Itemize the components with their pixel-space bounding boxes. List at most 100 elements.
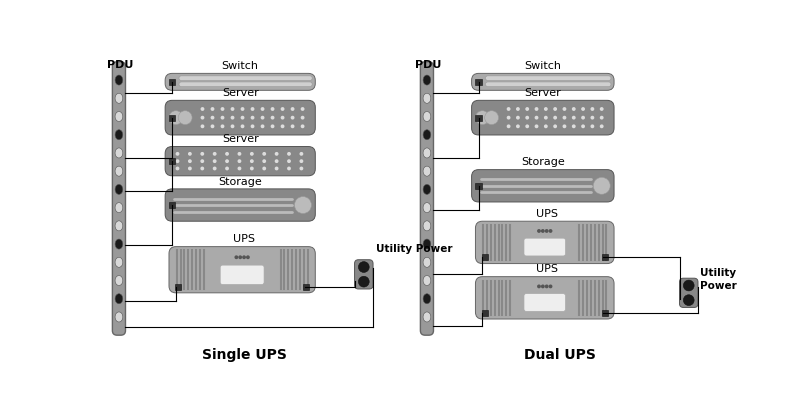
Circle shape <box>261 116 265 119</box>
Circle shape <box>475 111 490 124</box>
Circle shape <box>516 107 520 111</box>
Circle shape <box>301 124 305 128</box>
Circle shape <box>506 107 510 111</box>
Circle shape <box>526 124 529 128</box>
Circle shape <box>358 261 369 272</box>
Circle shape <box>250 107 254 111</box>
Circle shape <box>554 116 557 119</box>
Circle shape <box>526 116 529 119</box>
FancyBboxPatch shape <box>679 278 698 308</box>
Circle shape <box>250 159 254 163</box>
Circle shape <box>281 107 285 111</box>
Circle shape <box>262 159 266 163</box>
Circle shape <box>262 166 266 171</box>
Circle shape <box>238 159 242 163</box>
Circle shape <box>358 276 369 287</box>
Circle shape <box>600 124 604 128</box>
FancyBboxPatch shape <box>472 73 614 91</box>
FancyBboxPatch shape <box>354 260 373 289</box>
Bar <box>169 79 175 85</box>
Circle shape <box>294 197 311 214</box>
Circle shape <box>534 107 538 111</box>
Circle shape <box>506 124 510 128</box>
Circle shape <box>534 116 538 119</box>
Text: Dual UPS: Dual UPS <box>524 348 596 362</box>
Circle shape <box>562 107 566 111</box>
FancyBboxPatch shape <box>486 82 611 87</box>
Bar <box>602 310 608 316</box>
Circle shape <box>175 159 179 163</box>
Circle shape <box>590 116 594 119</box>
Circle shape <box>281 124 285 128</box>
Bar <box>602 254 608 261</box>
Circle shape <box>262 152 266 156</box>
Circle shape <box>225 152 229 156</box>
Circle shape <box>537 285 541 288</box>
Ellipse shape <box>423 294 430 304</box>
Text: Server: Server <box>222 88 258 98</box>
Circle shape <box>201 124 205 128</box>
Ellipse shape <box>423 111 430 122</box>
Ellipse shape <box>423 148 430 158</box>
Circle shape <box>506 116 510 119</box>
Circle shape <box>221 116 225 119</box>
Circle shape <box>290 124 294 128</box>
Circle shape <box>600 116 604 119</box>
Bar <box>475 183 482 189</box>
Circle shape <box>572 124 576 128</box>
Circle shape <box>301 107 305 111</box>
Circle shape <box>230 116 234 119</box>
Text: Storage: Storage <box>521 157 565 167</box>
Circle shape <box>281 116 285 119</box>
Ellipse shape <box>423 166 430 176</box>
Circle shape <box>287 166 291 171</box>
Circle shape <box>210 124 214 128</box>
Ellipse shape <box>423 276 430 285</box>
Circle shape <box>213 152 217 156</box>
FancyBboxPatch shape <box>165 100 315 135</box>
Ellipse shape <box>423 203 430 212</box>
Circle shape <box>594 177 610 194</box>
Circle shape <box>545 285 549 288</box>
Circle shape <box>246 255 250 259</box>
Ellipse shape <box>115 221 122 231</box>
Circle shape <box>299 166 303 171</box>
Text: Switch: Switch <box>222 61 258 71</box>
Circle shape <box>274 152 278 156</box>
Circle shape <box>175 166 179 171</box>
Text: UPS: UPS <box>233 234 255 244</box>
Circle shape <box>201 116 205 119</box>
Ellipse shape <box>115 203 122 212</box>
Circle shape <box>221 124 225 128</box>
Circle shape <box>544 116 548 119</box>
Bar <box>475 114 482 121</box>
Circle shape <box>526 107 529 111</box>
Ellipse shape <box>115 111 122 122</box>
Circle shape <box>590 107 594 111</box>
Circle shape <box>683 295 694 305</box>
Circle shape <box>299 159 303 163</box>
Ellipse shape <box>423 93 430 103</box>
Circle shape <box>534 124 538 128</box>
Circle shape <box>213 166 217 171</box>
Circle shape <box>581 124 585 128</box>
Circle shape <box>241 116 245 119</box>
Circle shape <box>545 229 549 233</box>
Ellipse shape <box>423 239 430 249</box>
Ellipse shape <box>115 75 122 85</box>
Circle shape <box>290 116 294 119</box>
FancyBboxPatch shape <box>472 100 614 135</box>
Circle shape <box>590 124 594 128</box>
Circle shape <box>683 280 694 291</box>
Circle shape <box>261 124 265 128</box>
Circle shape <box>238 152 242 156</box>
Circle shape <box>201 107 205 111</box>
Ellipse shape <box>423 257 430 267</box>
Circle shape <box>238 255 242 259</box>
Circle shape <box>274 166 278 171</box>
Circle shape <box>238 166 242 171</box>
Ellipse shape <box>115 93 122 103</box>
Circle shape <box>188 152 192 156</box>
Circle shape <box>549 229 553 233</box>
Ellipse shape <box>423 221 430 231</box>
